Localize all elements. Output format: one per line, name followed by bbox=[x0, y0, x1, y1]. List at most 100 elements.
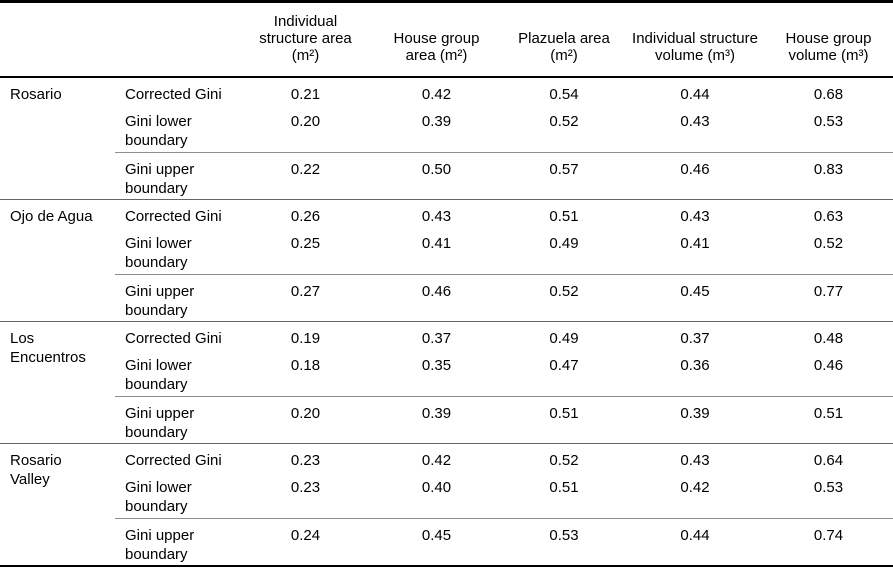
gini-value: 0.45 bbox=[371, 518, 502, 567]
table-row: Gini upper boundary 0.27 0.46 0.52 0.45 … bbox=[0, 274, 893, 322]
gini-value: 0.44 bbox=[626, 518, 764, 567]
gini-value: 0.41 bbox=[626, 227, 764, 275]
gini-value: 0.52 bbox=[764, 227, 893, 275]
gini-value: 0.27 bbox=[240, 274, 371, 322]
table-row: Gini lower boundary 0.18 0.35 0.47 0.36 … bbox=[0, 349, 893, 397]
row-label: Corrected Gini bbox=[125, 207, 222, 225]
gini-value: 0.26 bbox=[290, 207, 321, 225]
row-label: Gini lower boundary bbox=[115, 227, 240, 275]
gini-value: 0.44 bbox=[680, 86, 710, 103]
gini-value: 0.18 bbox=[240, 349, 371, 397]
table-row: Gini lower boundary 0.23 0.40 0.51 0.42 … bbox=[0, 471, 893, 519]
gini-value: 0.20 bbox=[240, 396, 371, 444]
gini-value: 0.21 bbox=[290, 86, 321, 103]
table-row: Ojo de Agua Corrected Gini 0.26 0.43 0.5… bbox=[0, 199, 893, 322]
gini-value: 0.45 bbox=[626, 274, 764, 322]
site-label: Rosario Valley bbox=[0, 443, 115, 567]
gini-value: 0.43 bbox=[421, 207, 452, 225]
section-ojo-de-agua: Ojo de Agua Corrected Gini 0.26 0.43 0.5… bbox=[0, 199, 893, 322]
gini-value: 0.39 bbox=[371, 105, 502, 153]
column-header-individual-structure-area: Individual structure area (m²) bbox=[240, 1, 371, 78]
gini-value: 0.42 bbox=[626, 471, 764, 519]
row-label: Gini lower boundary bbox=[115, 105, 240, 153]
row-label: Gini upper boundary bbox=[115, 518, 240, 567]
table-row: Gini lower boundary 0.25 0.41 0.49 0.41 … bbox=[0, 227, 893, 275]
row-label: Gini upper boundary bbox=[115, 152, 240, 200]
gini-value: 0.51 bbox=[502, 471, 626, 519]
gini-value: 0.19 bbox=[290, 329, 321, 347]
table-row: Rosario Corrected Gini 0.21 0.42 0.54 0.… bbox=[0, 77, 893, 200]
site-label: Rosario bbox=[0, 77, 115, 200]
header-measure-spacer bbox=[115, 1, 240, 78]
gini-value: 0.24 bbox=[240, 518, 371, 567]
gini-value: 0.23 bbox=[240, 471, 371, 519]
gini-value: 0.41 bbox=[371, 227, 502, 275]
column-header-house-group-area: House group area (m²) bbox=[371, 1, 502, 78]
gini-value: 0.52 bbox=[502, 274, 626, 322]
gini-value: 0.54 bbox=[549, 86, 579, 103]
gini-value: 0.39 bbox=[371, 396, 502, 444]
gini-value: 0.42 bbox=[421, 86, 452, 103]
row-label: Corrected Gini bbox=[125, 86, 222, 103]
row-label: Gini lower boundary bbox=[115, 471, 240, 519]
table-row: Gini upper boundary 0.20 0.39 0.51 0.39 … bbox=[0, 396, 893, 444]
gini-value: 0.63 bbox=[813, 207, 844, 225]
table-row: Gini upper boundary 0.24 0.45 0.53 0.44 … bbox=[0, 518, 893, 567]
gini-value: 0.74 bbox=[764, 518, 893, 567]
gini-value: 0.25 bbox=[240, 227, 371, 275]
gini-value: 0.53 bbox=[764, 105, 893, 153]
column-header-house-group-volume: House group volume (m³) bbox=[764, 1, 893, 78]
gini-value: 0.43 bbox=[626, 105, 764, 153]
gini-value: 0.46 bbox=[371, 274, 502, 322]
gini-value: 0.47 bbox=[502, 349, 626, 397]
site-label: Los Encuentros bbox=[0, 321, 115, 444]
gini-value: 0.35 bbox=[371, 349, 502, 397]
header-site-spacer bbox=[0, 1, 115, 78]
row-label: Gini upper boundary bbox=[115, 274, 240, 322]
gini-value: 0.53 bbox=[502, 518, 626, 567]
gini-value: 0.51 bbox=[549, 207, 579, 225]
gini-value: 0.42 bbox=[421, 451, 452, 469]
gini-value: 0.51 bbox=[502, 396, 626, 444]
gini-value: 0.22 bbox=[240, 152, 371, 200]
gini-value: 0.20 bbox=[240, 105, 371, 153]
gini-value: 0.37 bbox=[421, 329, 452, 347]
table-row: Gini upper boundary 0.22 0.50 0.57 0.46 … bbox=[0, 152, 893, 200]
gini-value: 0.53 bbox=[764, 471, 893, 519]
gini-value: 0.40 bbox=[371, 471, 502, 519]
gini-value: 0.49 bbox=[549, 329, 579, 347]
gini-value: 0.46 bbox=[626, 152, 764, 200]
gini-value: 0.43 bbox=[680, 207, 710, 225]
gini-value: 0.52 bbox=[549, 451, 579, 469]
table-row: Gini lower boundary 0.20 0.39 0.52 0.43 … bbox=[0, 105, 893, 153]
gini-value: 0.57 bbox=[502, 152, 626, 200]
header-row: Individual structure area (m²) House gro… bbox=[0, 1, 893, 78]
table-row: Los Encuentros Corrected Gini 0.19 0.37 … bbox=[0, 321, 893, 444]
gini-value: 0.64 bbox=[813, 451, 844, 469]
gini-value: 0.51 bbox=[764, 396, 893, 444]
gini-value: 0.39 bbox=[626, 396, 764, 444]
gini-value: 0.36 bbox=[626, 349, 764, 397]
gini-value: 0.48 bbox=[813, 329, 844, 347]
row-label: Corrected Gini bbox=[125, 451, 222, 469]
section-rosario-valley: Rosario Valley Corrected Gini 0.23 0.42 … bbox=[0, 443, 893, 567]
column-header-individual-structure-volume: Individual structure volume (m³) bbox=[626, 1, 764, 78]
gini-value: 0.43 bbox=[680, 451, 710, 469]
row-label: Corrected Gini bbox=[125, 329, 222, 347]
section-los-encuentros: Los Encuentros Corrected Gini 0.19 0.37 … bbox=[0, 321, 893, 444]
gini-value: 0.46 bbox=[764, 349, 893, 397]
gini-value: 0.52 bbox=[502, 105, 626, 153]
row-label: Gini upper boundary bbox=[115, 396, 240, 444]
gini-value: 0.77 bbox=[764, 274, 893, 322]
column-header-plazuela-area: Plazuela area (m²) bbox=[502, 1, 626, 78]
section-rosario: Rosario Corrected Gini 0.21 0.42 0.54 0.… bbox=[0, 77, 893, 200]
table-row: Rosario Valley Corrected Gini 0.23 0.42 … bbox=[0, 443, 893, 567]
gini-value: 0.37 bbox=[680, 329, 710, 347]
row-label: Gini lower boundary bbox=[115, 349, 240, 397]
site-label: Ojo de Agua bbox=[0, 199, 115, 322]
gini-value: 0.23 bbox=[290, 451, 321, 469]
gini-value: 0.68 bbox=[813, 86, 844, 103]
table-header: Individual structure area (m²) House gro… bbox=[0, 1, 893, 78]
gini-value: 0.83 bbox=[764, 152, 893, 200]
